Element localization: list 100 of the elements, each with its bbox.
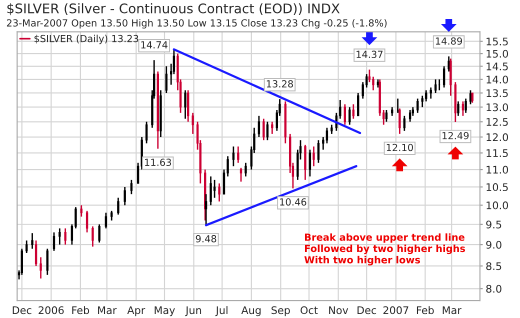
y-tick-label: 8.5 [486, 262, 502, 270]
x-tick-label: 2007 [383, 306, 408, 314]
candlestick [266, 121, 269, 141]
candlestick [165, 66, 168, 94]
legend-label: $SILVER (Daily) 13.23 [34, 34, 138, 44]
candlestick [244, 162, 247, 178]
annotation: 13.28 [266, 80, 293, 88]
y-tick-label: 12.0 [486, 133, 508, 142]
y-tick-label: 13.5 [486, 89, 508, 98]
candlestick [464, 98, 467, 114]
y-tick-label: 10.0 [486, 201, 508, 210]
y-tick-label: 13.0 [486, 103, 508, 112]
annotation: 11.63 [145, 158, 172, 166]
y-tick-label: 14.0 [486, 76, 508, 84]
candlestick [31, 232, 34, 250]
annotation: 12.49 [442, 132, 469, 140]
candlestick [86, 210, 88, 234]
candlestick [352, 104, 355, 120]
y-tick-label: 9.0 [486, 240, 502, 249]
x-tick-label: Dec [12, 306, 32, 314]
candlestick [232, 146, 235, 167]
candlestick [450, 58, 452, 96]
candlestick [425, 90, 428, 102]
candlestick [34, 240, 38, 267]
candlestick [357, 92, 360, 117]
candlestick [330, 124, 333, 135]
candlestick [187, 90, 190, 122]
annotation: 10.46 [280, 198, 306, 206]
candlestick [40, 256, 42, 280]
candlestick [430, 86, 432, 100]
candlestick [52, 232, 56, 252]
candlestick [344, 104, 346, 126]
candlestick [262, 118, 265, 141]
x-tick-label: Mar [442, 306, 462, 314]
candlestick [92, 226, 94, 248]
x-tick-label: Jul [215, 306, 228, 316]
y-tick-label: 15.0 [486, 50, 508, 58]
candlestick [271, 121, 274, 135]
candlestick [462, 100, 464, 117]
candlestick [237, 146, 240, 164]
candlestick [210, 176, 212, 206]
candlestick [312, 146, 315, 167]
candlestick [124, 186, 126, 206]
candlestick [192, 112, 194, 135]
annotation: Break above upper trend line Followed by two higher highs With two higher lows [304, 233, 466, 266]
y-tick-label: 10.5 [486, 183, 508, 192]
candlestick [434, 78, 437, 94]
candlestick [469, 90, 472, 105]
candlestick [348, 106, 351, 126]
chart-title: $SILVER (Silver - Continuous Contract (EOD)) INDX [7, 3, 340, 16]
candlestick [218, 182, 220, 202]
annotation: 12.10 [386, 144, 413, 152]
y-tick-label: 11.0 [486, 166, 508, 174]
candlestick [110, 210, 113, 222]
annotation: 14.89 [436, 37, 462, 45]
annotation: 14.74 [141, 41, 168, 48]
x-tick-label: Mar [98, 306, 117, 314]
candlestick [117, 197, 120, 216]
x-tick-label: Apr [127, 306, 146, 316]
x-tick-label: Nov [329, 306, 348, 314]
candlestick [398, 108, 401, 135]
candlestick [385, 109, 388, 122]
x-tick-label: Feb [416, 306, 434, 314]
x-tick-label: Sep [272, 306, 290, 316]
candlestick [457, 100, 460, 117]
y-tick-label: 9.5 [486, 220, 502, 228]
candlestick [80, 204, 82, 218]
candlestick [421, 95, 424, 108]
candlestick [317, 139, 320, 164]
candlestick [240, 167, 242, 182]
candlestick [308, 149, 312, 178]
candlestick [442, 66, 446, 88]
candlestick [213, 179, 216, 198]
chart-subtitle: 23-Mar-2007 Open 13.50 High 13.50 Low 13.15 Close 13.23 Chg -0.25 (-1.8%) [6, 19, 387, 28]
y-tick-label: 15.5 [486, 38, 508, 46]
y-tick-label: 12.5 [486, 118, 508, 126]
candlestick [145, 121, 148, 144]
y-tick-label: 8.0 [486, 284, 502, 293]
x-tick-label: May [154, 306, 175, 316]
x-tick-label: Dec [358, 306, 376, 314]
candlestick [130, 179, 133, 195]
candlestick [46, 248, 48, 276]
annotation: 9.48 [196, 235, 216, 242]
candlestick [64, 228, 66, 246]
candlestick [20, 248, 23, 276]
candlestick [372, 76, 374, 91]
candlestick [104, 212, 108, 230]
x-tick-label: Jun [185, 306, 202, 316]
y-tick-label: 14.5 [486, 62, 508, 70]
x-tick-label: 2006 [38, 306, 64, 314]
candlestick [403, 115, 406, 132]
candlestick [26, 240, 28, 254]
candlestick [326, 127, 328, 144]
x-tick-label: Feb [72, 306, 90, 314]
candlestick [98, 224, 100, 244]
candlestick [471, 92, 474, 104]
annotation: 14.37 [356, 50, 383, 58]
candlestick [258, 115, 260, 138]
candlestick [416, 98, 419, 114]
candlestick [408, 109, 412, 122]
